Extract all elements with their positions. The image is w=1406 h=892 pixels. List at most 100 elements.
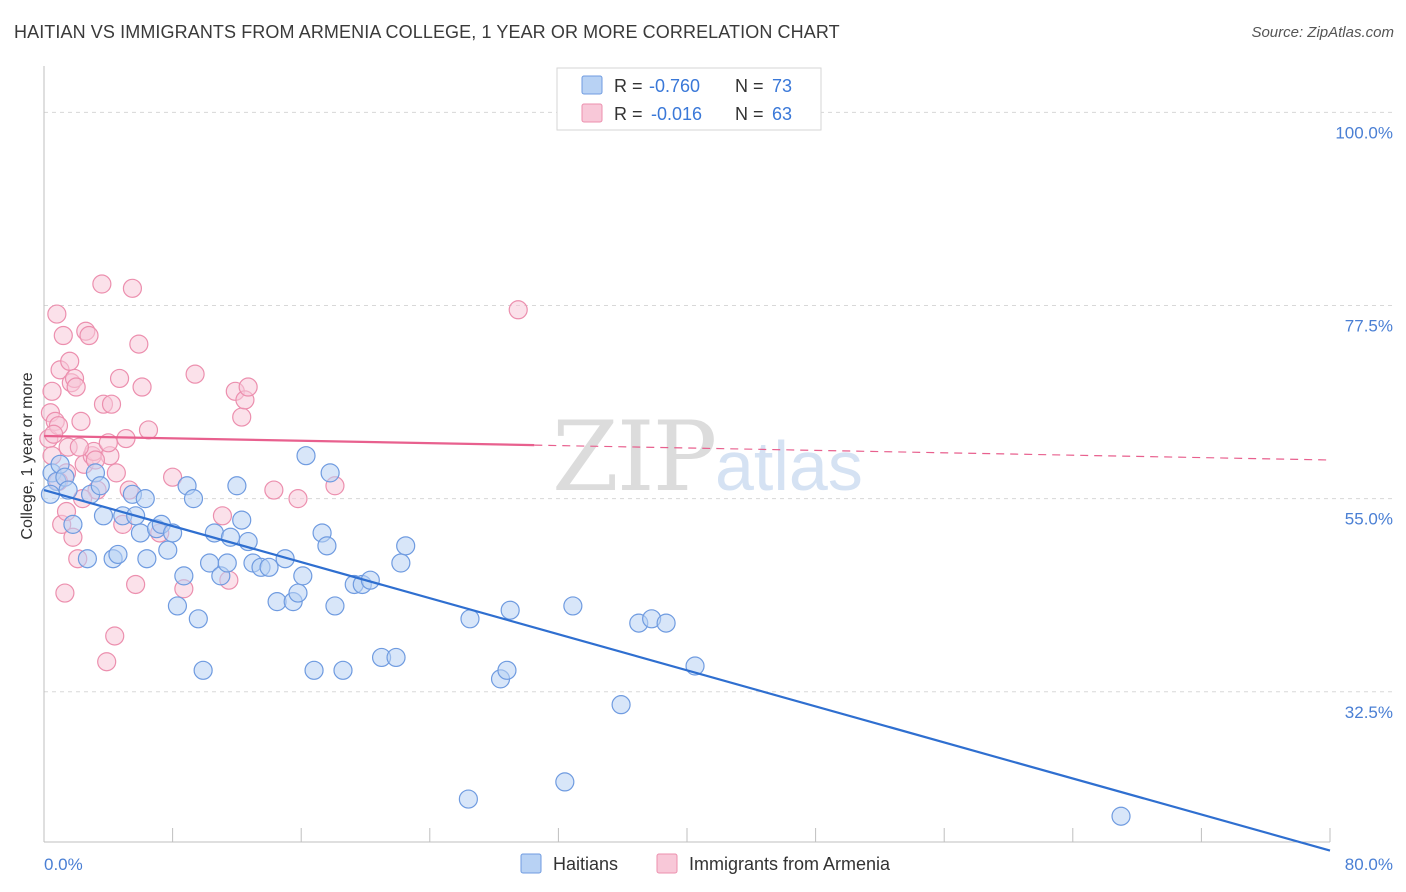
bottom-legend-haitians: Haitians	[553, 854, 618, 874]
data-point	[158, 540, 178, 560]
trend-line-solid	[43, 488, 1331, 852]
data-point	[163, 467, 183, 487]
series-armenia-points	[39, 274, 528, 672]
data-point	[55, 583, 75, 603]
trend-line-solid	[43, 434, 535, 447]
data-point	[500, 600, 520, 620]
data-point	[109, 368, 130, 389]
data-point	[122, 278, 143, 298]
data-point	[105, 626, 125, 646]
data-point	[563, 596, 583, 616]
y-tick-label: 77.5%	[1345, 316, 1393, 335]
data-point	[97, 652, 117, 672]
x-tick-label-max: 80.0%	[1345, 855, 1393, 874]
data-point	[1111, 806, 1131, 826]
bottom-legend-swatch-haitians	[520, 853, 542, 874]
data-point	[92, 274, 112, 294]
data-point	[167, 596, 188, 616]
data-point	[656, 613, 676, 633]
data-point	[508, 300, 528, 320]
data-point	[232, 510, 252, 530]
data-point	[304, 660, 324, 680]
bottom-legend-swatch-armenia	[656, 853, 678, 874]
legend-r-label: R =	[614, 76, 643, 96]
legend-r-value: -0.760	[649, 76, 700, 96]
x-tick-label-min: 0.0%	[44, 855, 83, 874]
data-point	[42, 381, 62, 401]
data-point	[212, 506, 233, 526]
data-point	[386, 647, 406, 668]
legend-r-value: -0.016	[651, 104, 702, 124]
source-credit: Source: ZipAtlas.com	[1251, 24, 1394, 41]
legend-r-label: R =	[614, 104, 643, 124]
data-point	[53, 325, 73, 346]
legend-n-label: N =	[735, 76, 764, 96]
legend-n-label: N =	[735, 104, 764, 124]
data-point	[333, 660, 353, 680]
data-point	[129, 334, 149, 354]
y-axis-label: College, 1 year or more	[19, 372, 36, 539]
data-point	[293, 566, 313, 586]
data-point	[227, 476, 247, 496]
data-point	[232, 407, 252, 427]
data-point	[101, 394, 122, 414]
data-point	[174, 566, 194, 586]
data-point	[183, 489, 204, 509]
data-point	[296, 446, 316, 466]
data-point	[132, 377, 152, 397]
data-point	[47, 304, 67, 324]
legend-swatch-haitians	[581, 75, 603, 95]
trend-lines	[43, 434, 1331, 852]
data-point	[137, 549, 157, 569]
y-tick-label: 100.0%	[1335, 123, 1393, 142]
data-point	[60, 351, 80, 371]
data-point	[138, 420, 159, 440]
data-point	[267, 592, 287, 612]
data-point	[69, 437, 89, 457]
data-point	[63, 514, 83, 534]
y-tick-label: 32.5%	[1345, 703, 1393, 722]
data-point	[90, 476, 110, 496]
data-point	[320, 463, 340, 483]
chart-title: HAITIAN VS IMMIGRANTS FROM ARMENIA COLLE…	[14, 22, 840, 42]
data-point	[135, 489, 155, 509]
data-point	[259, 557, 279, 577]
data-point	[611, 695, 631, 715]
data-point	[188, 609, 208, 629]
data-point	[130, 523, 151, 543]
watermark-atlas: atlas	[715, 427, 863, 505]
legend-n-value: 63	[772, 104, 792, 124]
data-point	[66, 377, 86, 397]
x-axis-ticks	[43, 828, 1331, 842]
data-point	[391, 553, 411, 573]
watermark-zip: ZIP	[552, 401, 715, 513]
data-point	[217, 553, 237, 573]
data-point	[108, 544, 128, 565]
data-point	[185, 364, 205, 384]
data-point	[317, 536, 337, 556]
data-point	[126, 574, 146, 595]
data-point	[106, 463, 126, 483]
data-point	[193, 660, 213, 680]
legend-n-value: 73	[772, 76, 792, 96]
y-tick-label: 55.0%	[1345, 510, 1393, 529]
data-point	[288, 489, 308, 509]
data-point	[396, 536, 416, 556]
bottom-legend: Haitians Immigrants from Armenia	[520, 853, 891, 874]
bottom-legend-armenia: Immigrants from Armenia	[689, 854, 891, 874]
data-point	[460, 609, 480, 629]
data-point	[44, 424, 64, 444]
legend: R = -0.760 N = 73 R = -0.016 N = 63	[556, 67, 822, 131]
data-point	[288, 583, 308, 603]
data-point	[77, 549, 98, 569]
data-point	[555, 772, 575, 792]
data-point	[238, 377, 258, 397]
data-point	[264, 480, 284, 500]
data-point	[71, 411, 91, 431]
data-point	[497, 660, 517, 680]
data-point	[360, 570, 380, 590]
watermark: ZIP atlas	[552, 401, 863, 513]
data-point	[325, 596, 345, 616]
legend-swatch-armenia	[581, 103, 603, 123]
